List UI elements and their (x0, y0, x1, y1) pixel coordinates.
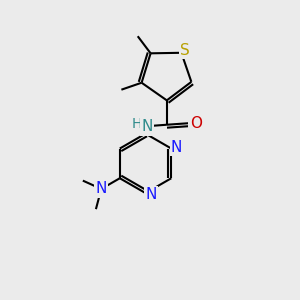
Text: H: H (132, 117, 142, 131)
Text: N: N (171, 140, 182, 154)
Text: N: N (96, 182, 107, 196)
Text: O: O (190, 116, 202, 131)
Text: S: S (180, 43, 190, 58)
Text: N: N (145, 187, 157, 202)
Text: N: N (142, 119, 153, 134)
